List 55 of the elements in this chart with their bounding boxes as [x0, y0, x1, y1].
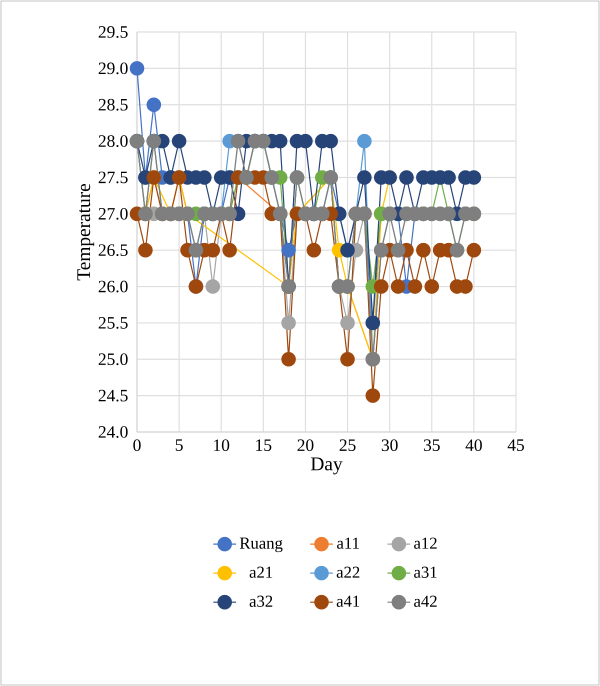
- point: [466, 242, 482, 258]
- x-tick-label: 30: [382, 439, 398, 452]
- legend-label: a22: [336, 566, 360, 578]
- x-axis-title: Day: [310, 458, 343, 474]
- point: [374, 279, 388, 294]
- x-tick-label: 40: [466, 439, 482, 452]
- x-tick-label: 5: [176, 439, 183, 451]
- point: [206, 279, 220, 294]
- y-tick-label: 24.5: [98, 390, 128, 402]
- legend-label: a12: [414, 538, 437, 549]
- x-tick-label: 20: [298, 439, 314, 452]
- point: [408, 279, 422, 294]
- x-tick-label: 0: [133, 439, 141, 452]
- y-tick-label: 29.5: [98, 26, 128, 38]
- point: [390, 279, 406, 294]
- point: [281, 316, 296, 330]
- legend-label: a42: [414, 596, 437, 607]
- y-tick-label: 27.0: [98, 208, 128, 220]
- point: [138, 242, 153, 258]
- legend-label: a11: [337, 538, 359, 549]
- legend-label: a41: [336, 596, 360, 607]
- y-tick-label: 28.5: [98, 98, 128, 111]
- point: [146, 97, 162, 112]
- point: [340, 316, 355, 330]
- point: [281, 352, 296, 367]
- point: [357, 134, 372, 148]
- point: [130, 61, 144, 76]
- y-tick-label: 29.0: [98, 62, 128, 74]
- x-tick-label: 45: [508, 439, 524, 451]
- point: [172, 134, 186, 148]
- point: [366, 388, 380, 403]
- legend-label: a32: [250, 596, 272, 607]
- y-tick-label: 28.0: [98, 135, 128, 147]
- y-axis-title: Temperature: [77, 184, 94, 280]
- y-tick-label: 27.5: [98, 172, 128, 184]
- y-tick-label: 25.5: [98, 317, 128, 329]
- y-tick-label: 24.0: [98, 426, 128, 438]
- point: [306, 242, 322, 258]
- legend-label: Ruang: [240, 538, 283, 552]
- x-tick-label: 10: [214, 439, 230, 452]
- point: [424, 279, 440, 294]
- point: [416, 242, 431, 258]
- point: [340, 352, 355, 367]
- point: [222, 242, 237, 258]
- y-tick-label: 26.5: [98, 244, 128, 256]
- point: [399, 170, 414, 185]
- point: [281, 242, 296, 258]
- legend-label: a31: [414, 566, 437, 578]
- y-tick-label: 25.0: [98, 353, 128, 366]
- point: [357, 170, 372, 185]
- x-tick-label: 15: [256, 439, 272, 451]
- legend-label: a21: [250, 566, 272, 578]
- x-tick-label: 25: [340, 439, 356, 452]
- x-tick-label: 35: [424, 439, 440, 452]
- y-tick-label: 26.0: [98, 280, 128, 292]
